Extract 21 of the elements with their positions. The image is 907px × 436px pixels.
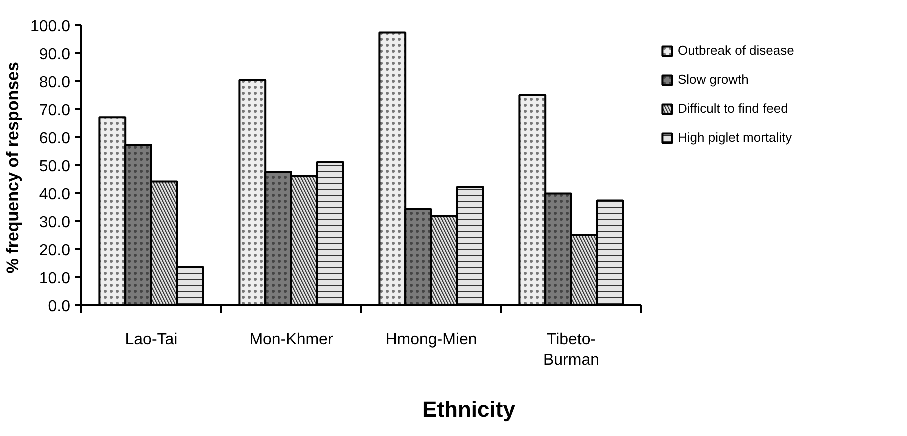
y-tick-label: 50.0: [39, 158, 71, 176]
y-tick-label: 0.0: [48, 298, 71, 316]
x-axis-title: Ethnicity: [422, 396, 516, 422]
y-tick-label: 10.0: [39, 270, 71, 288]
y-tick-label: 90.0: [39, 46, 71, 64]
legend-label: Difficult to find feed: [678, 101, 788, 116]
x-tick-label: Lao-Tai: [125, 332, 178, 348]
legend-label: High piglet mortality: [678, 130, 792, 145]
y-tick-label: 20.0: [39, 242, 71, 260]
legend-label: Slow growth: [678, 72, 749, 87]
y-tick-label: 70.0: [39, 102, 71, 120]
x-tick-label: Hmong-Mien: [386, 332, 478, 348]
y-tick-label: 40.0: [39, 186, 71, 204]
legend-label: Outbreak of disease: [678, 43, 794, 58]
y-tick-label: 30.0: [39, 214, 71, 232]
y-tick-label: 100.0: [30, 18, 71, 36]
x-tick-label: Mon-Khmer: [250, 332, 334, 348]
y-tick-label: 60.0: [39, 130, 71, 148]
x-tick-label: Tibeto-Burman: [543, 332, 600, 369]
y-axis-title: % frequency of responses: [3, 62, 22, 274]
y-tick-label: 80.0: [39, 74, 71, 92]
